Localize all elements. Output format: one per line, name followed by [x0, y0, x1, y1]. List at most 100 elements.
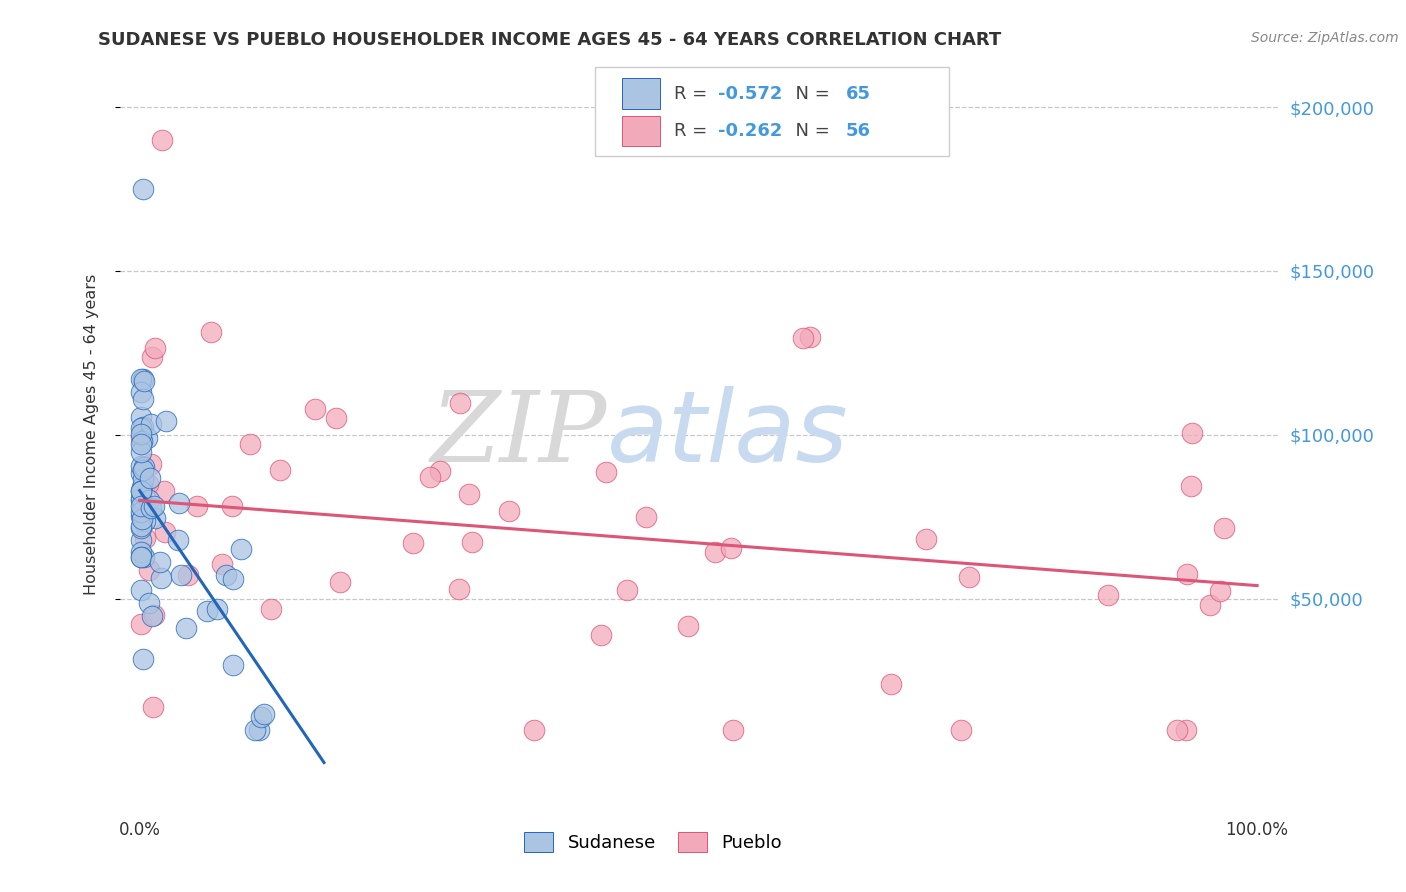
Point — [129, 437, 152, 451]
Point — [1166, 723, 1188, 737]
FancyBboxPatch shape — [621, 116, 659, 146]
Point — [222, 657, 245, 672]
Point — [167, 495, 190, 509]
Point — [129, 500, 152, 514]
Point — [129, 445, 152, 459]
Point — [1097, 588, 1119, 602]
Text: -0.262: -0.262 — [718, 122, 782, 140]
Point — [269, 463, 291, 477]
Point — [1181, 426, 1204, 441]
Point — [153, 525, 176, 540]
Point — [129, 545, 152, 559]
Point — [589, 627, 612, 641]
Point — [153, 484, 176, 499]
Point — [129, 385, 152, 400]
Point — [143, 510, 166, 524]
Point — [129, 430, 152, 444]
Point — [166, 533, 188, 548]
Point — [1199, 599, 1222, 613]
Point — [132, 372, 155, 386]
Text: R =: R = — [673, 122, 713, 140]
Point — [200, 325, 222, 339]
Point — [458, 487, 481, 501]
Point — [132, 463, 155, 477]
Point — [142, 700, 165, 714]
Point — [174, 620, 197, 634]
Text: N =: N = — [785, 122, 835, 140]
Legend: Sudanese, Pueblo: Sudanese, Pueblo — [517, 825, 789, 859]
Point — [155, 414, 177, 428]
Point — [205, 601, 228, 615]
Point — [449, 582, 471, 597]
Point — [419, 470, 441, 484]
Point — [141, 608, 163, 623]
Point — [131, 500, 153, 515]
Point — [134, 531, 156, 545]
Point — [129, 583, 152, 598]
Point — [149, 571, 172, 585]
Point — [129, 505, 152, 519]
Point — [260, 601, 283, 615]
Point — [523, 723, 546, 737]
Point — [636, 509, 658, 524]
Point — [142, 608, 165, 623]
Point — [129, 533, 152, 548]
Point — [957, 570, 980, 584]
Point — [186, 499, 208, 513]
Point — [195, 604, 218, 618]
Point — [134, 374, 156, 388]
Point — [150, 133, 173, 147]
Point — [129, 519, 152, 533]
Point — [131, 472, 153, 486]
Text: SUDANESE VS PUEBLO HOUSEHOLDER INCOME AGES 45 - 64 YEARS CORRELATION CHART: SUDANESE VS PUEBLO HOUSEHOLDER INCOME AG… — [98, 31, 1001, 49]
Point — [915, 532, 938, 546]
FancyBboxPatch shape — [621, 78, 659, 109]
Text: ZIP: ZIP — [430, 387, 607, 483]
Point — [1180, 478, 1202, 492]
Point — [132, 420, 155, 434]
Point — [129, 483, 152, 498]
Point — [131, 512, 153, 526]
Point — [132, 392, 155, 407]
Point — [149, 555, 172, 569]
Point — [132, 459, 155, 474]
Point — [222, 572, 245, 586]
Point — [1213, 521, 1236, 535]
Point — [703, 545, 725, 559]
Point — [131, 480, 153, 494]
Point — [131, 434, 153, 448]
Point — [215, 568, 238, 582]
Point — [1175, 723, 1198, 737]
Point — [138, 563, 160, 577]
Text: Source: ZipAtlas.com: Source: ZipAtlas.com — [1251, 31, 1399, 45]
Point — [429, 464, 451, 478]
Y-axis label: Householder Income Ages 45 - 64 years: Householder Income Ages 45 - 64 years — [84, 274, 98, 596]
Point — [134, 515, 156, 529]
Point — [129, 427, 152, 442]
Point — [170, 568, 193, 582]
Point — [129, 466, 152, 480]
Point — [138, 493, 160, 508]
Point — [143, 342, 166, 356]
Point — [139, 458, 162, 472]
Point — [132, 549, 155, 564]
Point — [129, 409, 152, 424]
Point — [799, 329, 821, 343]
Text: N =: N = — [785, 85, 835, 103]
Point — [138, 596, 160, 610]
Point — [131, 458, 153, 473]
Point — [221, 500, 243, 514]
Point — [139, 500, 162, 515]
Point — [129, 493, 152, 508]
Point — [131, 483, 153, 498]
Point — [252, 706, 274, 721]
Text: 56: 56 — [845, 122, 870, 140]
Point — [498, 503, 520, 517]
Point — [136, 431, 159, 445]
Point — [616, 582, 638, 597]
Point — [129, 372, 152, 386]
Point — [129, 421, 152, 435]
Point — [461, 534, 484, 549]
Point — [129, 521, 152, 535]
Point — [132, 502, 155, 516]
